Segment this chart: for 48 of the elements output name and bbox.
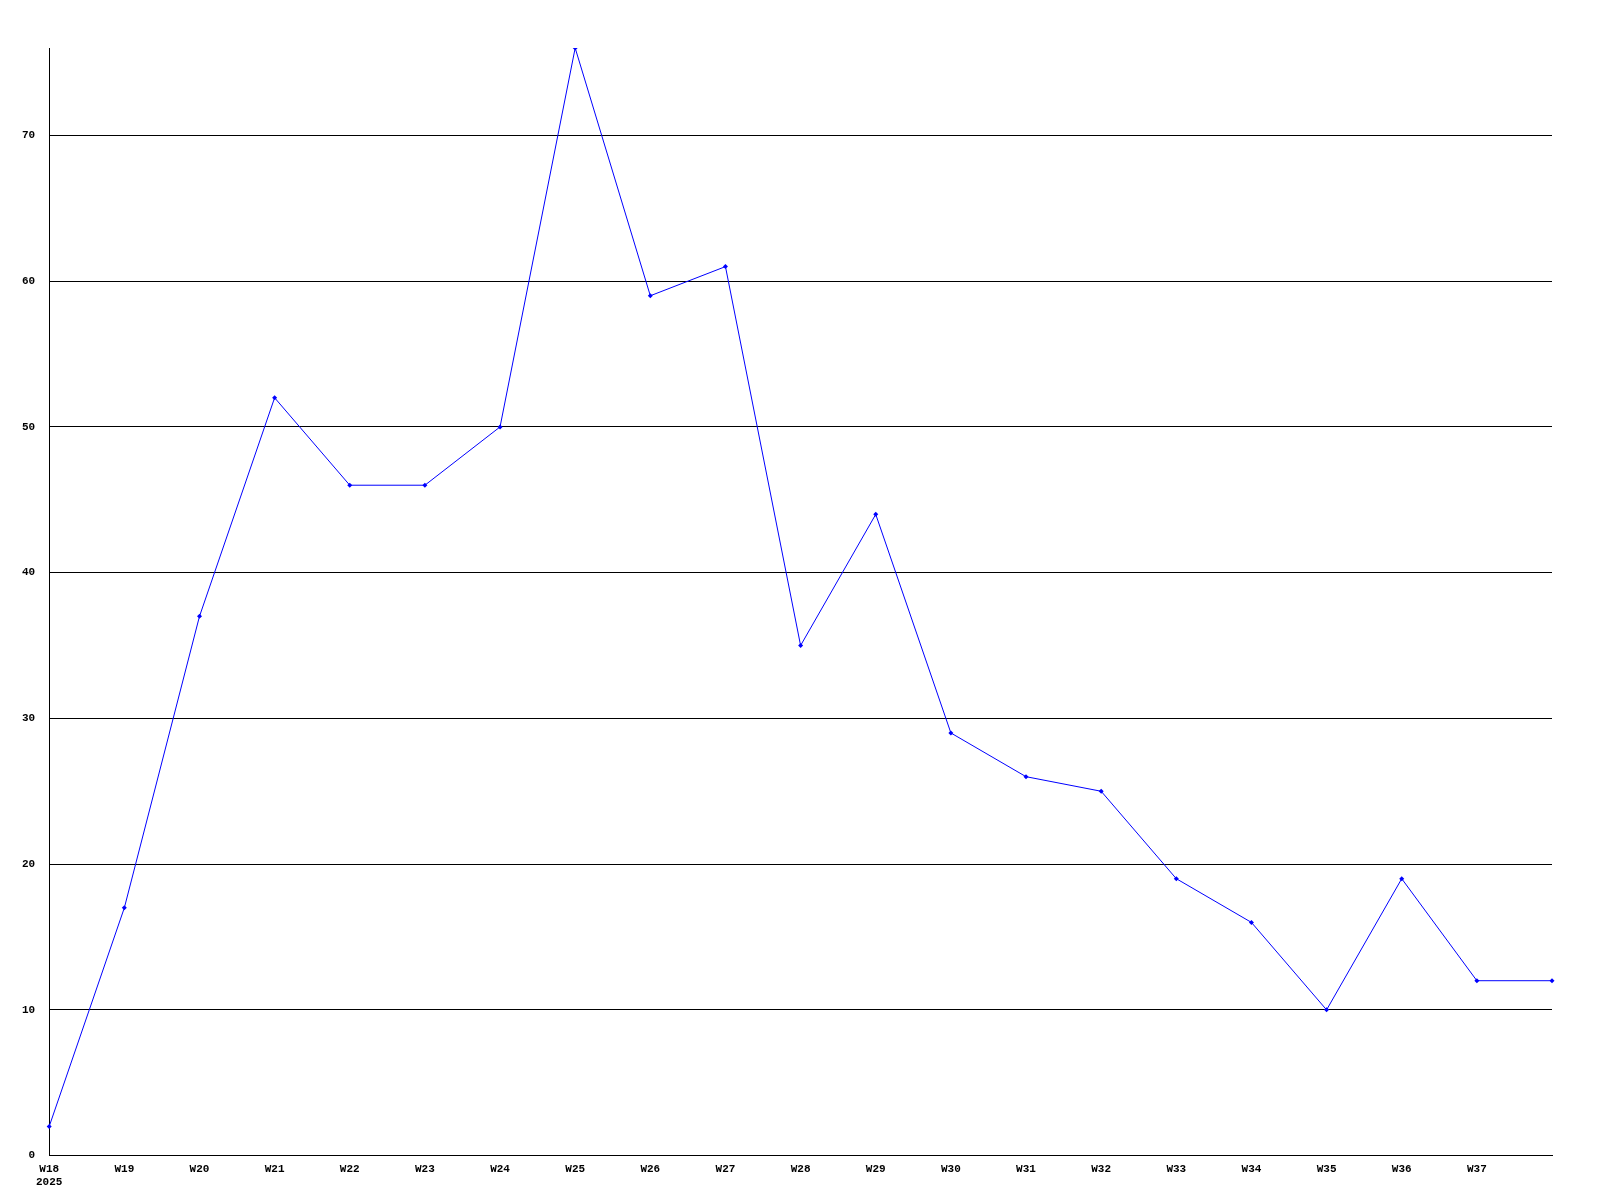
- point: [647, 293, 653, 299]
- point: [196, 613, 202, 619]
- x-tick-label: W31: [1016, 1162, 1037, 1175]
- x-tick-label: W36: [1391, 1162, 1412, 1175]
- point: [798, 643, 804, 649]
- x-tick-label: W25: [565, 1162, 586, 1175]
- point: [1324, 1007, 1330, 1013]
- x-tick-label: W34: [1241, 1162, 1262, 1175]
- point: [422, 482, 428, 488]
- point: [46, 1123, 52, 1129]
- point: [272, 395, 278, 401]
- y-tick-label: 40: [22, 566, 36, 579]
- point: [873, 511, 879, 517]
- y-tick-label: 50: [22, 420, 36, 433]
- y-tick-label: 70: [22, 129, 36, 142]
- point: [1023, 774, 1029, 780]
- point: [347, 482, 353, 488]
- y-tick-label: 10: [22, 1003, 36, 1016]
- x-tick-label: W26: [640, 1162, 661, 1175]
- x-tick-label: W28: [790, 1162, 811, 1175]
- y-tick-label: 20: [22, 857, 36, 870]
- x-tick-label: W35: [1316, 1162, 1337, 1175]
- x-tick-label: W37: [1466, 1162, 1487, 1175]
- x-tick-label: W32: [1091, 1162, 1112, 1175]
- y-tick-label: 60: [22, 274, 36, 287]
- point: [1474, 978, 1480, 984]
- point: [1098, 788, 1104, 794]
- x-tick-label: W27: [715, 1162, 736, 1175]
- y-tick-label: 0: [28, 1149, 36, 1162]
- x-tick-label: W23: [415, 1162, 436, 1175]
- point: [497, 424, 503, 430]
- point: [1549, 978, 1555, 984]
- point: [1399, 876, 1405, 882]
- x-tick-label: W24: [490, 1162, 511, 1175]
- y-tick-label: 30: [22, 712, 36, 725]
- point: [948, 730, 954, 736]
- x-tick-label: W20: [189, 1162, 210, 1175]
- x-tick-label: W19: [114, 1162, 135, 1175]
- point: [722, 264, 728, 270]
- point: [1248, 919, 1254, 925]
- x-tick-label: W30: [940, 1162, 961, 1175]
- point: [121, 905, 127, 911]
- x-tick-label: W22: [339, 1162, 360, 1175]
- x-tick-label: W21: [264, 1162, 285, 1175]
- x-tick-label: W18 2025: [36, 1162, 63, 1189]
- x-tick-label: W33: [1166, 1162, 1187, 1175]
- x-tick-label: W29: [865, 1162, 886, 1175]
- point: [1173, 876, 1179, 882]
